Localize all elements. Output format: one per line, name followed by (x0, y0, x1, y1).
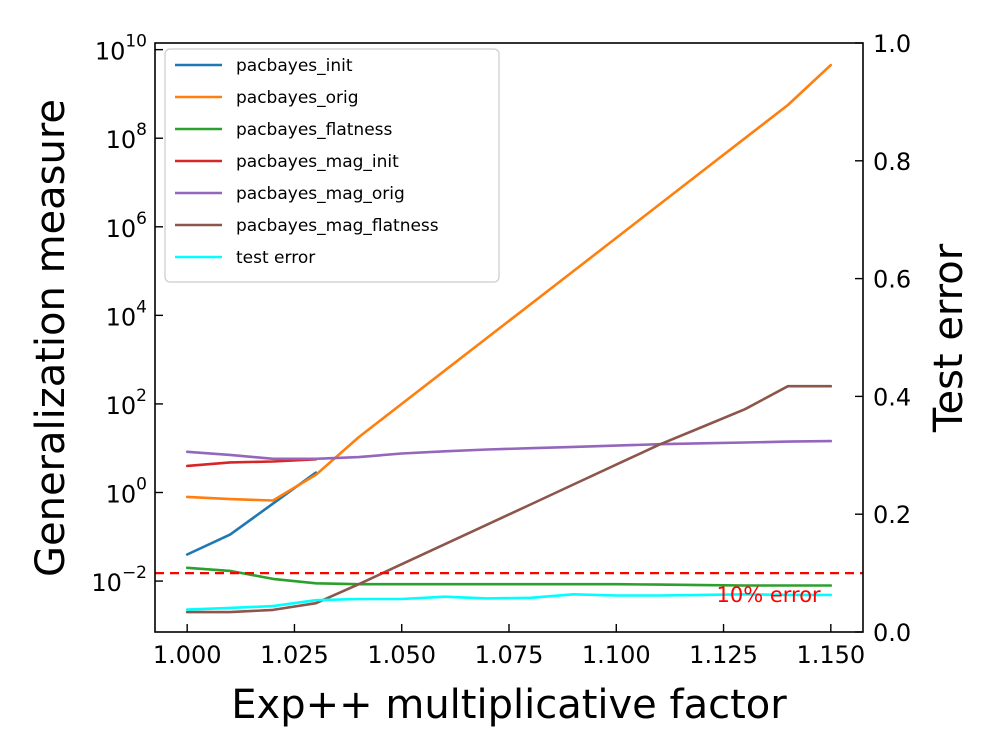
x-tick-label: 1.000 (153, 641, 222, 669)
x-tick-label: 1.125 (689, 641, 758, 669)
legend: pacbayes_init pacbayes_orig pacbayes_flatn… (164, 48, 500, 283)
y2-tick-label: 1.0 (873, 30, 911, 58)
y2-tick-label: 0.4 (873, 383, 911, 411)
series-lines-layer: 10% error (155, 63, 863, 614)
y-tick-exponent: −2 (122, 563, 147, 583)
y-tick-base: 10 (106, 481, 137, 509)
x-tick-label: 1.150 (796, 641, 865, 669)
y-tick-exponent: 6 (136, 209, 147, 229)
y2-tick-label: 0.2 (873, 501, 911, 529)
x-tick-label: 1.100 (582, 641, 651, 669)
legend-label-6: test error (236, 248, 315, 268)
y2-axis-label: Test error (926, 243, 972, 433)
series-line-4 (185, 439, 833, 461)
y-tick-exponent: 8 (136, 120, 147, 140)
y-tick-label: 1010 (95, 32, 147, 66)
legend-label-5: pacbayes_mag_flatness (236, 216, 439, 236)
y-tick-base: 10 (106, 126, 137, 154)
y2-tick-label: 0.6 (873, 266, 911, 294)
y-tick-label: 100 (106, 475, 147, 509)
y-tick-exponent: 4 (136, 297, 147, 317)
series-line-6 (185, 592, 833, 611)
y-tick-base: 10 (95, 38, 126, 66)
x-tick-label: 1.025 (260, 641, 329, 669)
x-axis-ticks: 1.000 1.025 1.050 1.075 1.100 1.125 1.150 (153, 624, 865, 669)
series-line-1 (185, 63, 833, 502)
y-axis-label: Generalization measure (28, 99, 74, 577)
annotation-label-0: 10% error (716, 583, 821, 607)
legend-label-3: pacbayes_mag_init (236, 152, 399, 172)
x-tick-label: 1.050 (367, 641, 436, 669)
legend-label-0: pacbayes_init (236, 56, 353, 76)
y-tick-label: 106 (106, 209, 147, 243)
series-line-5 (185, 384, 833, 614)
y-tick-exponent: 0 (136, 475, 147, 495)
legend-box (164, 48, 500, 283)
y-tick-label: 108 (106, 120, 147, 154)
x-axis-label: Exp++ multiplicative factor (231, 682, 787, 728)
y-tick-exponent: 10 (125, 32, 147, 52)
y-tick-label: 102 (106, 386, 147, 420)
y2-tick-label: 0.8 (873, 148, 911, 176)
legend-label-2: pacbayes_flatness (236, 120, 393, 140)
y-tick-base: 10 (91, 569, 122, 597)
y-tick-exponent: 2 (136, 386, 147, 406)
legend-label-4: pacbayes_mag_orig (236, 184, 405, 204)
y2-axis-ticks: 1.0 0.8 0.6 0.4 0.2 0.0 (855, 30, 911, 647)
y-tick-base: 10 (106, 215, 137, 243)
series-line-2 (185, 566, 833, 587)
y-tick-base: 10 (106, 392, 137, 420)
y-tick-label: 10−2 (91, 563, 147, 597)
y-tick-base: 10 (106, 303, 137, 331)
x-tick-label: 1.075 (475, 641, 544, 669)
y-tick-label: 104 (106, 297, 147, 331)
y2-tick-label: 0.0 (873, 619, 911, 647)
series-line-3 (185, 457, 318, 468)
legend-label-1: pacbayes_orig (236, 88, 359, 108)
